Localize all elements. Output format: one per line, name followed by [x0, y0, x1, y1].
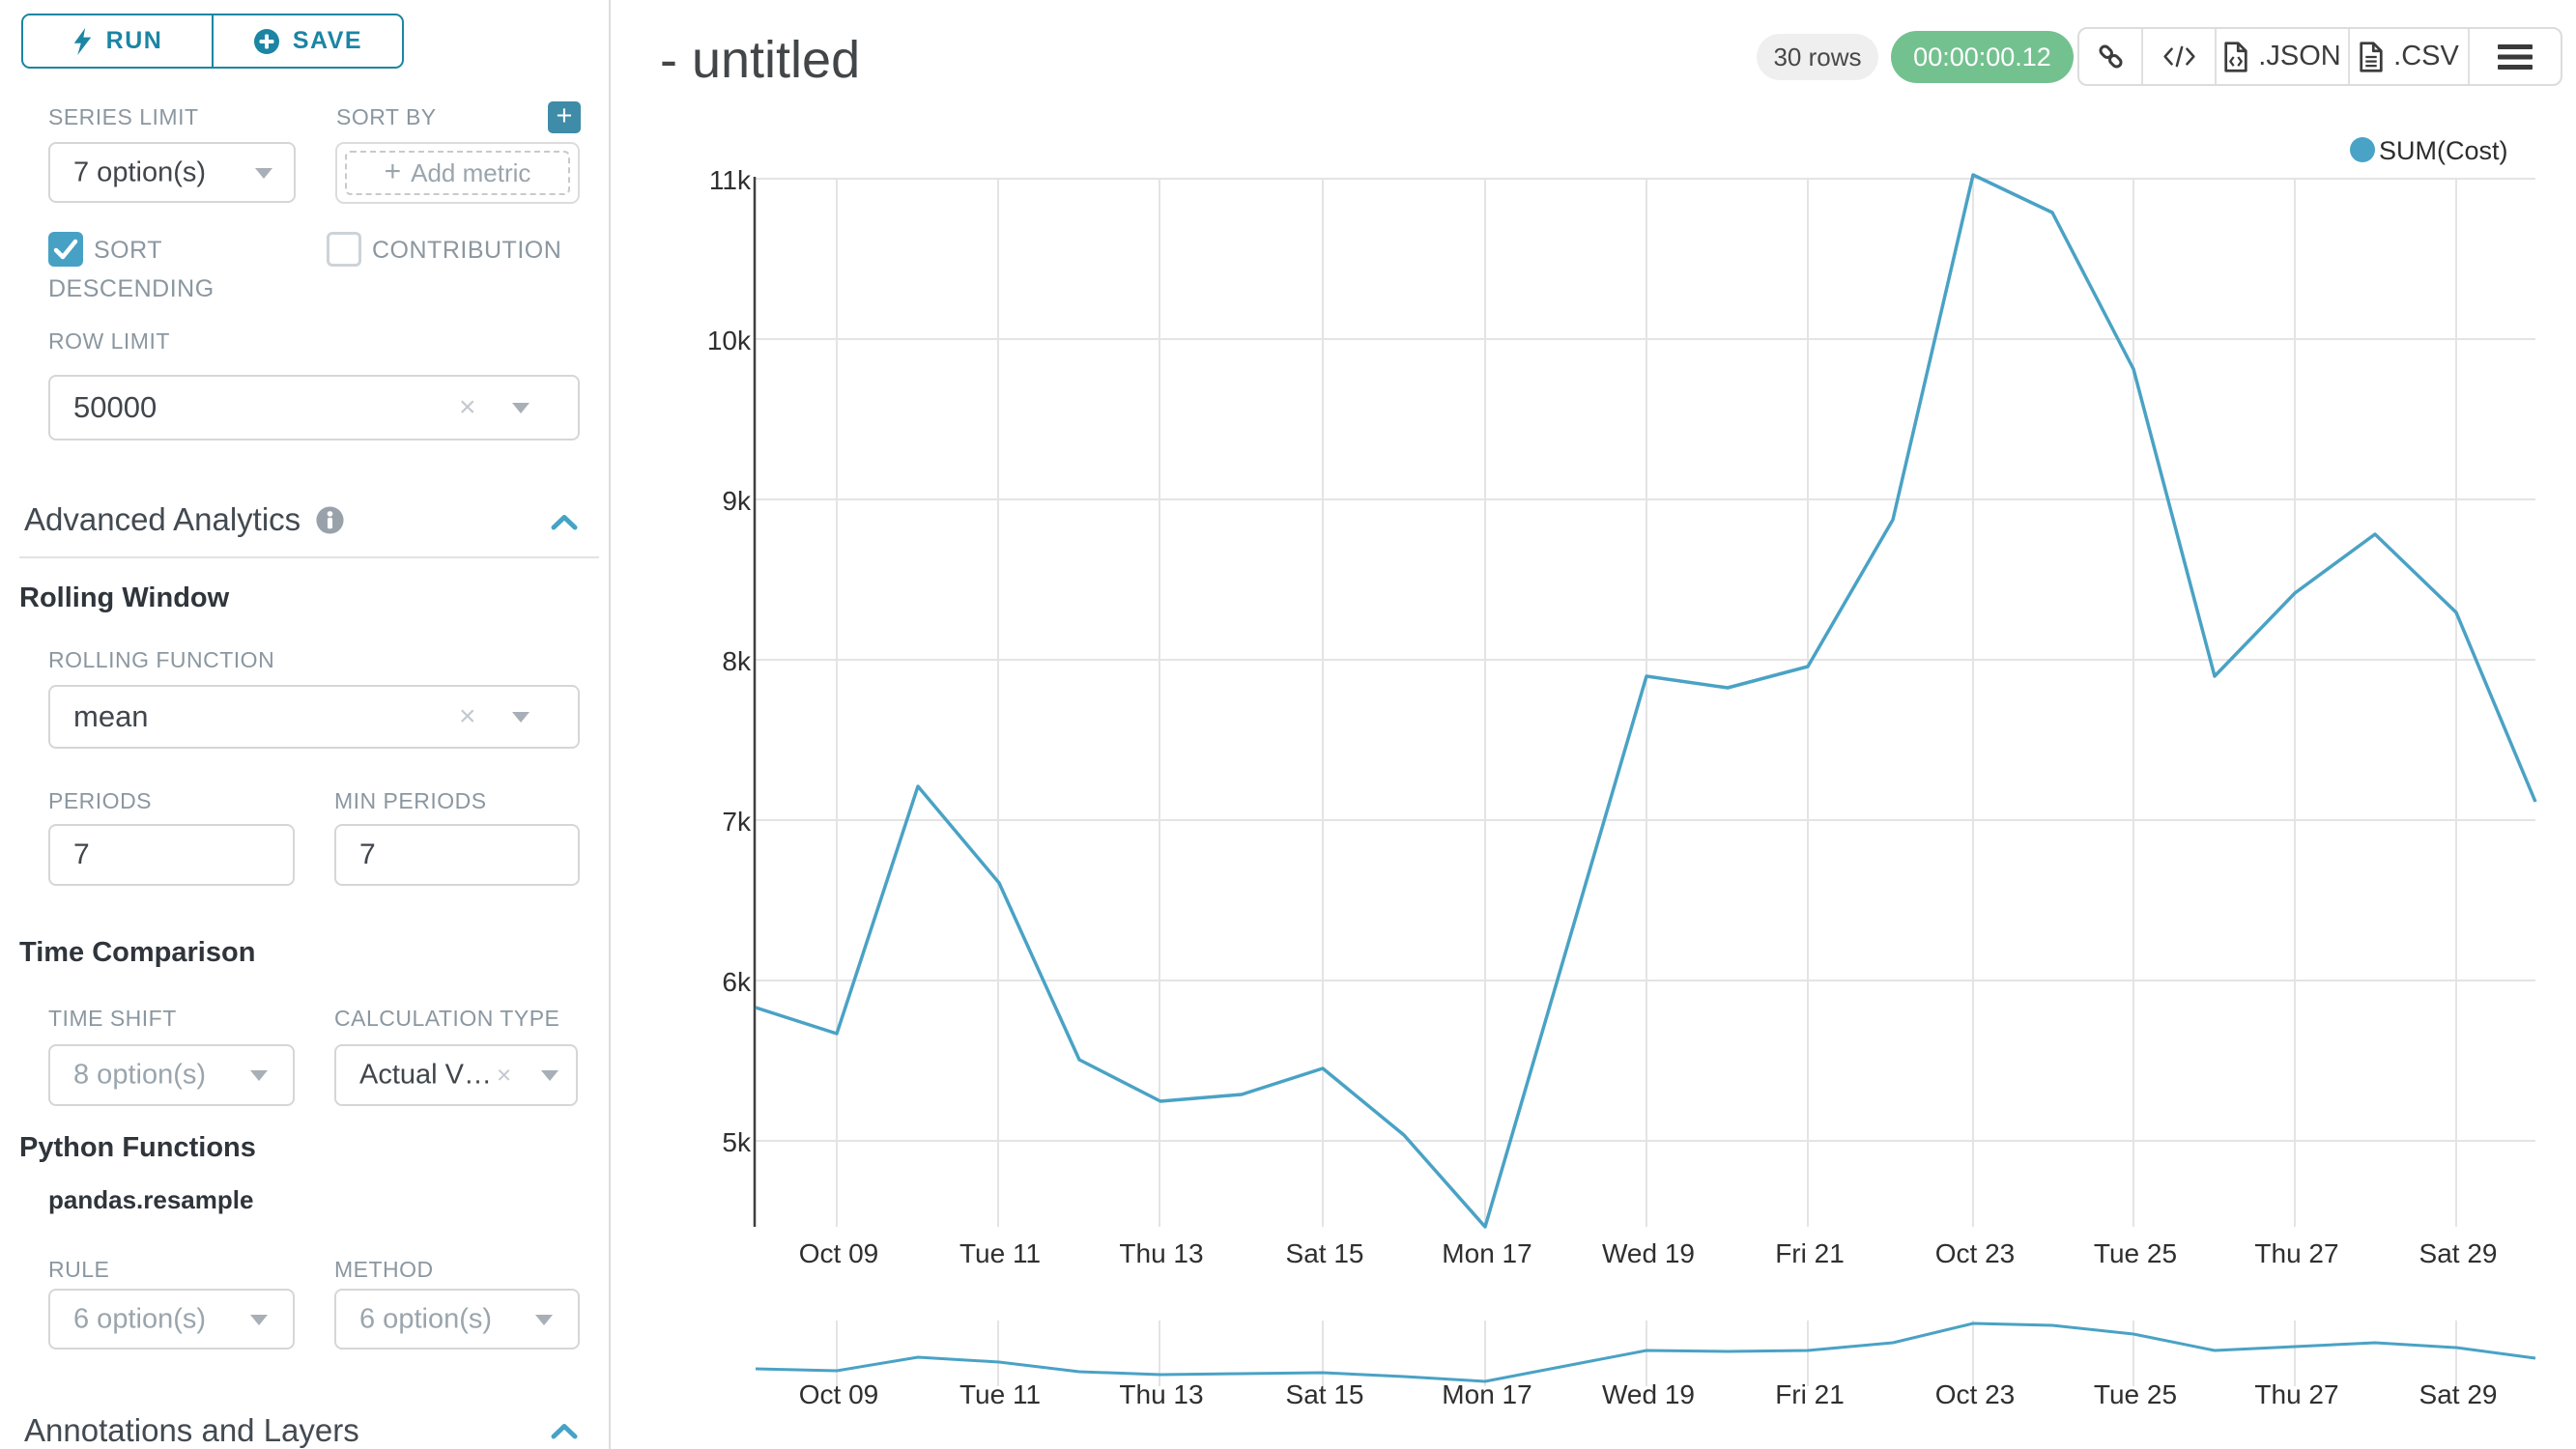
svg-text:Sat 15: Sat 15 [1286, 1379, 1364, 1409]
svg-text:Sat 29: Sat 29 [2419, 1379, 2498, 1409]
svg-text:Oct 23: Oct 23 [1935, 1238, 2015, 1268]
svg-text:9k: 9k [722, 486, 752, 516]
svg-text:Tue 11: Tue 11 [959, 1379, 1041, 1409]
svg-text:Thu 27: Thu 27 [2254, 1379, 2338, 1409]
svg-text:Tue 11: Tue 11 [959, 1238, 1041, 1268]
svg-text:Fri 21: Fri 21 [1775, 1379, 1845, 1409]
svg-text:Thu 27: Thu 27 [2254, 1238, 2338, 1268]
svg-text:Thu 13: Thu 13 [1119, 1238, 1203, 1268]
svg-text:5k: 5k [722, 1127, 752, 1157]
svg-text:Mon 17: Mon 17 [1442, 1379, 1531, 1409]
svg-text:Wed 19: Wed 19 [1602, 1238, 1695, 1268]
svg-text:Sat 29: Sat 29 [2419, 1238, 2498, 1268]
svg-text:Oct 09: Oct 09 [799, 1379, 878, 1409]
svg-text:Oct 09: Oct 09 [799, 1238, 878, 1268]
svg-text:8k: 8k [722, 646, 752, 676]
svg-text:Fri 21: Fri 21 [1775, 1238, 1845, 1268]
svg-text:Tue 25: Tue 25 [2094, 1379, 2177, 1409]
svg-text:Tue 25: Tue 25 [2094, 1238, 2177, 1268]
svg-text:10k: 10k [707, 326, 752, 355]
svg-text:Oct 23: Oct 23 [1935, 1379, 2015, 1409]
svg-text:7k: 7k [722, 807, 752, 837]
svg-text:Mon 17: Mon 17 [1442, 1238, 1531, 1268]
svg-text:6k: 6k [722, 967, 752, 997]
svg-text:Sat 15: Sat 15 [1286, 1238, 1364, 1268]
svg-text:Thu 13: Thu 13 [1119, 1379, 1203, 1409]
svg-text:Wed 19: Wed 19 [1602, 1379, 1695, 1409]
svg-text:11k: 11k [709, 165, 752, 195]
